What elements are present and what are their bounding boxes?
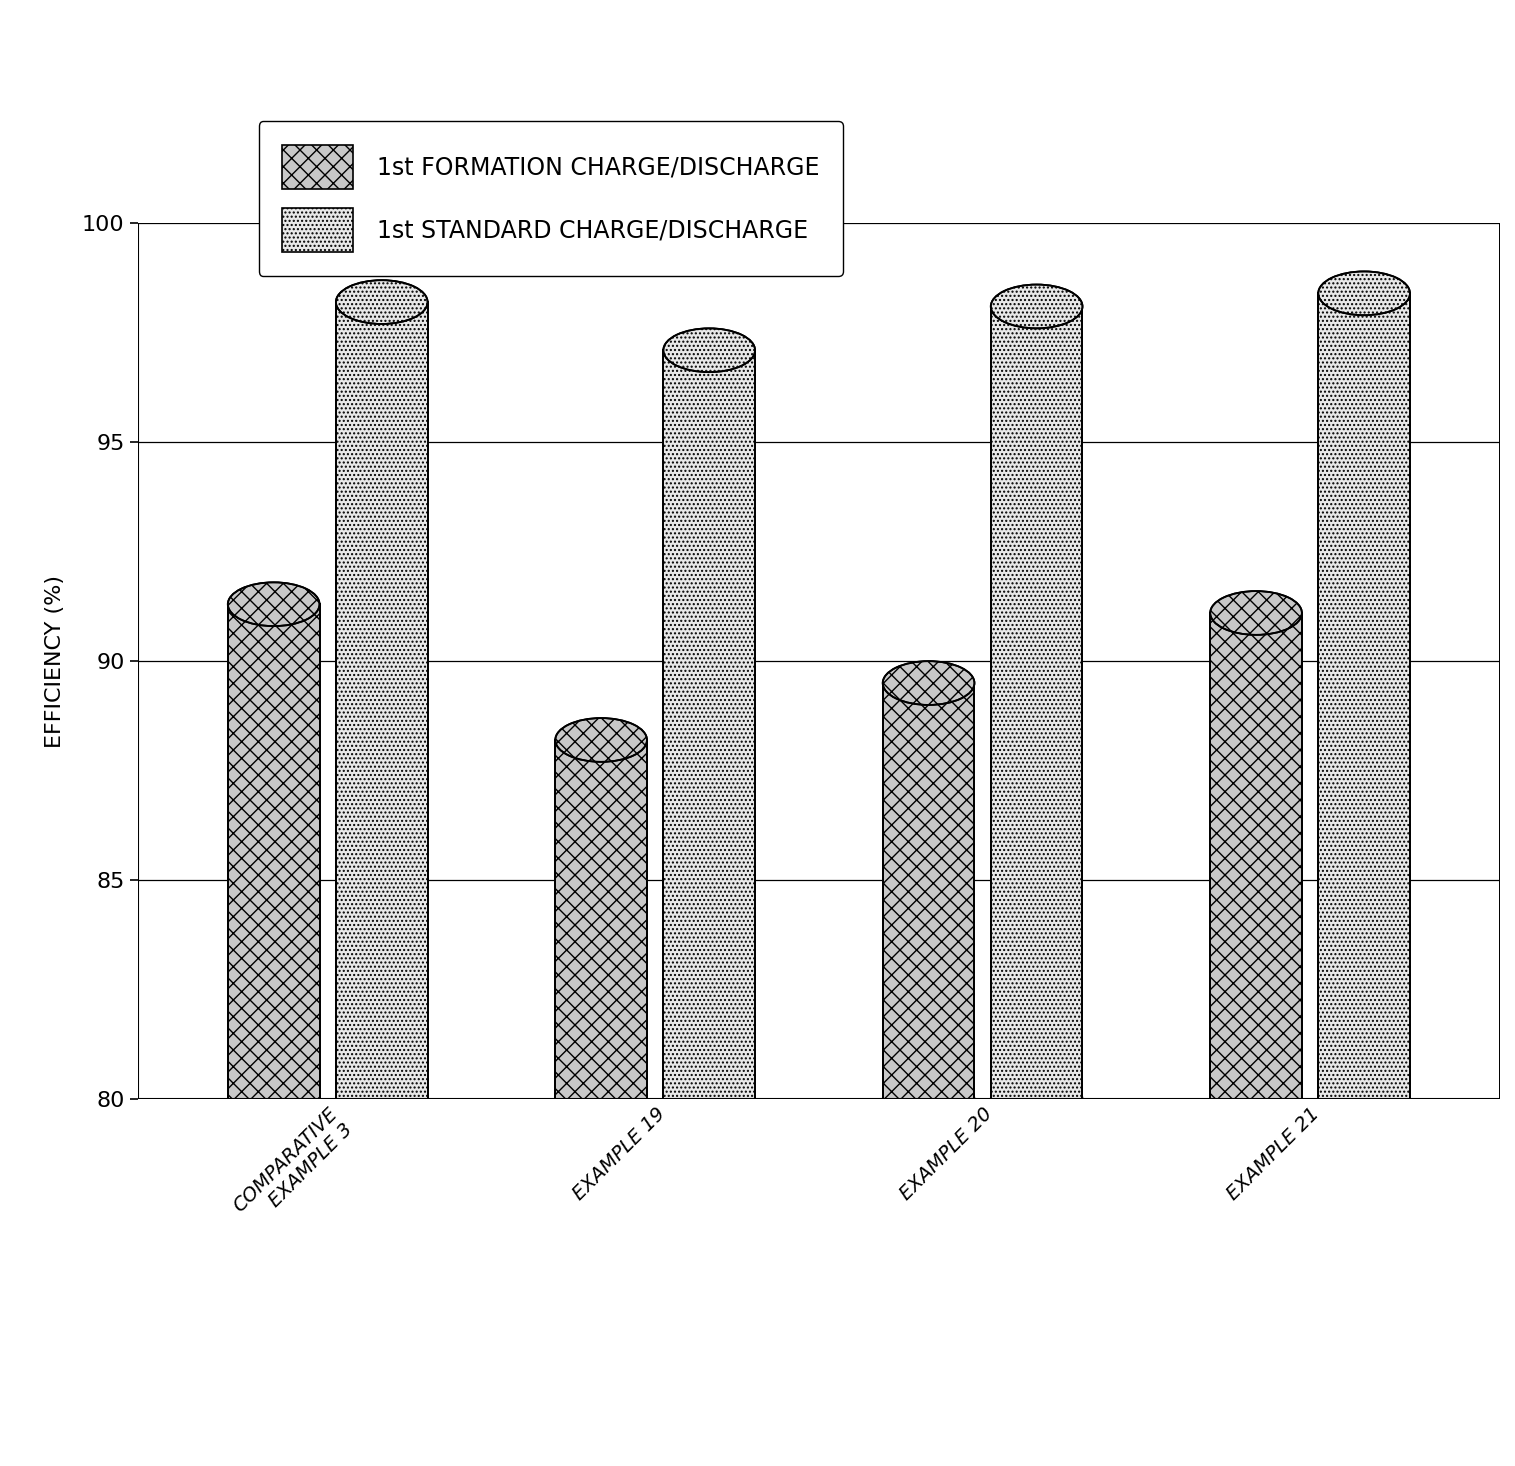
Ellipse shape: [227, 1078, 320, 1121]
Bar: [336, 1100, 427, 1110]
Y-axis label: EFFICIENCY (%): EFFICIENCY (%): [45, 575, 65, 748]
Ellipse shape: [664, 328, 754, 372]
Ellipse shape: [883, 661, 974, 705]
Ellipse shape: [1210, 591, 1301, 635]
Bar: [227, 1100, 320, 1110]
Ellipse shape: [1210, 1078, 1301, 1121]
Ellipse shape: [336, 1078, 427, 1121]
Bar: [1318, 293, 1410, 1100]
Ellipse shape: [227, 582, 320, 626]
Polygon shape: [138, 1100, 1515, 1123]
Bar: [1210, 1100, 1301, 1110]
Ellipse shape: [1318, 271, 1410, 315]
Ellipse shape: [664, 1078, 754, 1121]
Bar: [991, 1100, 1083, 1110]
Ellipse shape: [556, 1078, 647, 1121]
Bar: [556, 740, 647, 1100]
Ellipse shape: [883, 1078, 974, 1121]
Ellipse shape: [1318, 1078, 1410, 1121]
Legend: 1st FORMATION CHARGE/DISCHARGE, 1st STANDARD CHARGE/DISCHARGE: 1st FORMATION CHARGE/DISCHARGE, 1st STAN…: [259, 122, 842, 276]
Ellipse shape: [556, 718, 647, 762]
Bar: [1210, 613, 1301, 1100]
Bar: [664, 1100, 754, 1110]
Bar: [336, 302, 427, 1100]
Ellipse shape: [991, 284, 1083, 328]
Ellipse shape: [336, 280, 427, 324]
Bar: [883, 683, 974, 1100]
Bar: [227, 604, 320, 1100]
Bar: [1318, 1100, 1410, 1110]
Bar: [883, 1100, 974, 1110]
Bar: [664, 350, 754, 1100]
Polygon shape: [1500, 223, 1515, 1123]
Ellipse shape: [991, 1078, 1083, 1121]
Bar: [991, 306, 1083, 1100]
Bar: [556, 1100, 647, 1110]
